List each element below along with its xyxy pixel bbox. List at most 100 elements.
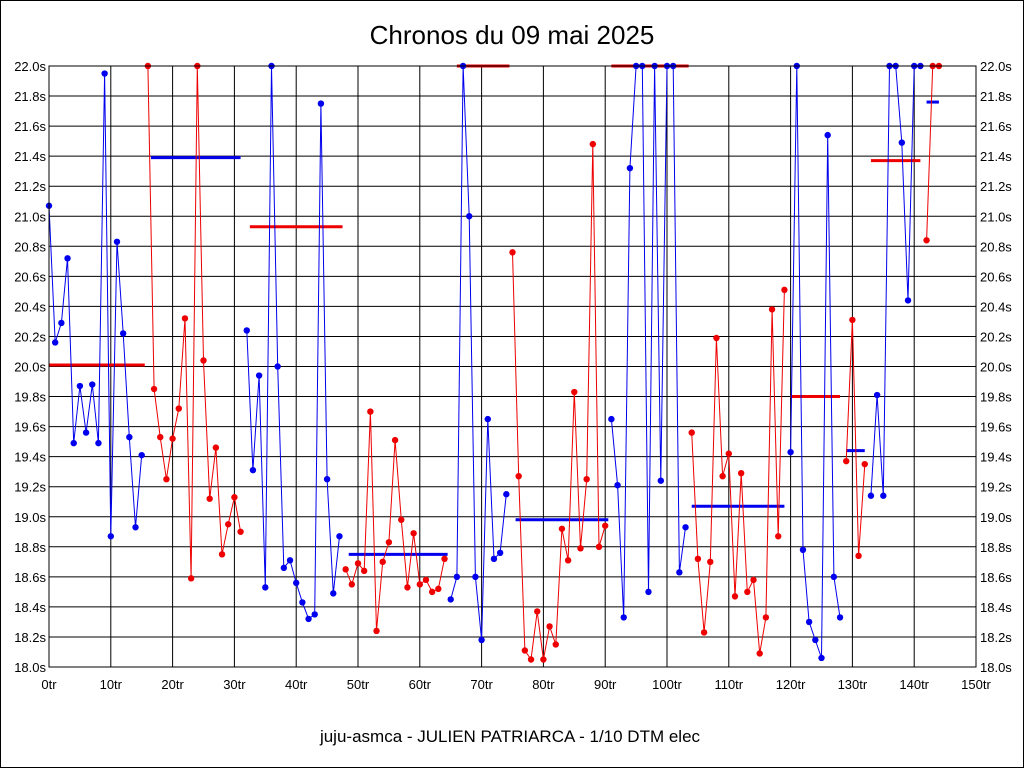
- data-point: [187, 575, 195, 582]
- data-point: [70, 439, 77, 447]
- x-tick-label: 120tr: [776, 677, 806, 692]
- y-tick-label-left: 21.6s: [14, 119, 46, 134]
- y-tick-label-right: 19.0s: [980, 510, 1012, 525]
- series-line: [345, 411, 445, 631]
- data-point: [385, 539, 393, 546]
- x-axis: 0tr 10tr 20tr 30tr 40tr 50tr 60tr 70tr 80tr 90tr 1…: [41, 677, 991, 692]
- x-tick-label: 30tr: [223, 677, 246, 692]
- data-point: [391, 436, 399, 444]
- y-tick-label-right: 19.4s: [980, 450, 1012, 465]
- data-point: [564, 557, 572, 564]
- x-tick-label: 40tr: [285, 677, 308, 692]
- series-line: [48, 73, 143, 537]
- data-point: [51, 339, 59, 346]
- data-point: [398, 516, 405, 523]
- data-point: [404, 584, 411, 591]
- data-point: [200, 357, 207, 364]
- data-point: [206, 495, 213, 502]
- data-point: [113, 238, 121, 245]
- data-point: [95, 439, 102, 447]
- data-point: [496, 549, 504, 557]
- y-tick-label-right: 22.0s: [980, 59, 1012, 74]
- x-tick-label: 110tr: [714, 677, 743, 692]
- series-line: [512, 144, 606, 661]
- y-tick-label-right: 20.6s: [980, 269, 1012, 284]
- data-point: [428, 588, 436, 596]
- data-point: [898, 139, 906, 146]
- data-point: [472, 573, 479, 581]
- data-point: [725, 450, 732, 457]
- series-line: [790, 65, 841, 659]
- y-tick-label-right: 21.0s: [980, 209, 1012, 224]
- data-point: [855, 552, 862, 560]
- data-point: [478, 636, 485, 644]
- data-point: [323, 475, 331, 483]
- y-tick-label-left: 18.0s: [14, 660, 46, 675]
- y-tick-label-right: 18.0s: [980, 660, 1012, 675]
- y-tick-label-right: 21.6s: [980, 119, 1012, 134]
- data-point: [249, 466, 257, 474]
- data-point: [744, 588, 751, 596]
- data-point: [175, 405, 182, 412]
- series-line: [246, 65, 340, 620]
- data-point: [552, 641, 559, 648]
- data-point: [274, 363, 281, 370]
- y-tick-label-left: 21.2s: [14, 179, 46, 194]
- y-tick-label-right: 20.0s: [980, 360, 1012, 375]
- data-point: [354, 560, 362, 567]
- data-point: [577, 545, 584, 552]
- data-point: [521, 647, 529, 654]
- data-point: [360, 567, 368, 575]
- data-point: [713, 334, 720, 342]
- y-axis-right: 18.0s 18.2s 18.4s 18.6s 18.8s 19.0s 19.2s 19.4s…: [980, 59, 1012, 675]
- data-point: [157, 433, 164, 441]
- data-point: [923, 237, 930, 244]
- data-point: [299, 599, 306, 606]
- y-tick-label-left: 19.2s: [14, 480, 46, 495]
- data-point: [101, 70, 108, 77]
- data-point: [484, 415, 491, 423]
- y-tick-label-left: 20.6s: [14, 269, 46, 284]
- y-tick-label-right: 18.6s: [980, 570, 1012, 585]
- data-point: [416, 581, 423, 588]
- data-point: [589, 140, 597, 148]
- data-point: [750, 576, 757, 584]
- series-line: [845, 319, 866, 556]
- data-point: [805, 618, 813, 626]
- y-tick-label-right: 19.8s: [980, 390, 1012, 405]
- data-point: [89, 381, 96, 388]
- data-point: [812, 636, 819, 644]
- data-point: [58, 319, 65, 327]
- y-tick-label-left: 19.4s: [14, 450, 46, 465]
- x-tick-label: 70tr: [470, 677, 493, 692]
- data-point: [422, 576, 430, 584]
- y-tick-label-left: 20.0s: [14, 360, 46, 375]
- y-tick-label-right: 18.4s: [980, 600, 1012, 615]
- data-point: [435, 585, 442, 593]
- data-point: [305, 615, 312, 623]
- x-tick-label: 20tr: [161, 677, 184, 692]
- x-tick-label: 150tr: [961, 677, 991, 692]
- data-point: [775, 533, 782, 540]
- data-point: [163, 475, 170, 483]
- data-point: [843, 457, 850, 465]
- y-tick-label-left: 21.8s: [14, 89, 46, 104]
- y-tick-label-right: 21.2s: [980, 179, 1012, 194]
- series-lines: [48, 65, 939, 661]
- data-point: [830, 573, 838, 581]
- data-point: [799, 546, 807, 554]
- data-point: [262, 584, 269, 591]
- x-tick-label: 10tr: [100, 677, 123, 692]
- x-tick-label: 100tr: [652, 677, 682, 692]
- data-point: [342, 566, 349, 573]
- x-tick-label: 0tr: [41, 677, 57, 692]
- data-point: [410, 530, 417, 537]
- data-point: [676, 569, 683, 576]
- data-point: [546, 623, 553, 630]
- data-point: [132, 524, 139, 531]
- chart-footer: juju-asmca - JULIEN PATRIARCA - 1/10 DTM…: [319, 727, 701, 746]
- y-tick-label-right: 20.2s: [980, 329, 1012, 344]
- y-tick-label-left: 20.4s: [14, 299, 46, 314]
- data-point: [150, 385, 158, 393]
